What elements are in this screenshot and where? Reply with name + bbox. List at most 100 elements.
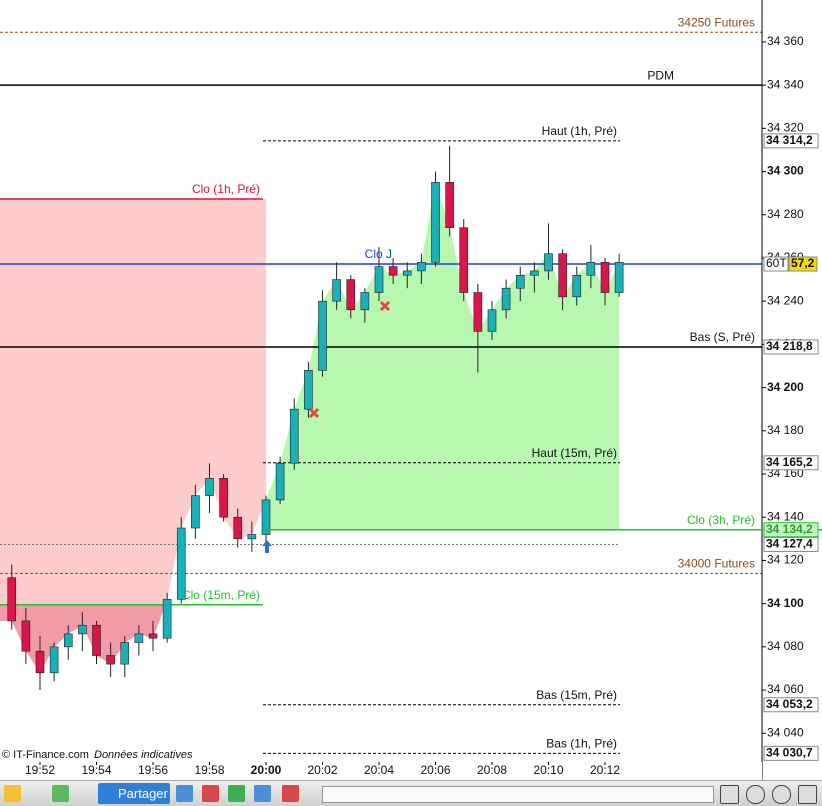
candle-body bbox=[558, 253, 567, 298]
y-tick-label: 34 140 bbox=[767, 509, 804, 523]
tag-prefix: 60T bbox=[766, 256, 787, 270]
x-tick-label: 20:06 bbox=[420, 763, 450, 777]
x-tick-label: 20:02 bbox=[307, 763, 337, 777]
level-label: Bas (1h, Pré) bbox=[546, 737, 617, 751]
footer-background bbox=[0, 747, 196, 762]
signal-sell bbox=[379, 300, 391, 312]
level-label: 34250 Futures bbox=[678, 15, 755, 29]
candle-body bbox=[106, 655, 115, 665]
y-tick-label: 34 120 bbox=[767, 553, 804, 567]
zoom-fit[interactable] bbox=[720, 785, 739, 804]
x-tick-label: 20:00 bbox=[251, 763, 282, 777]
window-tool[interactable] bbox=[254, 785, 271, 802]
x-tick-label: 20:10 bbox=[533, 763, 563, 777]
scrollbar[interactable] bbox=[322, 786, 714, 803]
area-above-close bbox=[0, 198, 266, 673]
signals bbox=[262, 300, 391, 553]
export-tool[interactable] bbox=[282, 785, 299, 802]
signal-sell bbox=[308, 407, 320, 419]
x-tick-label: 19:52 bbox=[25, 763, 55, 777]
x-tick-label: 20:12 bbox=[590, 763, 620, 777]
y-tick-label: 34 080 bbox=[767, 639, 804, 653]
print-tool[interactable] bbox=[202, 785, 219, 802]
candle-body bbox=[120, 642, 130, 665]
share-button[interactable]: Partager bbox=[98, 783, 170, 804]
y-tick-label: 34 280 bbox=[767, 207, 804, 221]
y-tick-label: 34 360 bbox=[767, 34, 804, 48]
candle-body bbox=[388, 266, 398, 276]
comment-tool[interactable] bbox=[176, 785, 193, 802]
tag-box bbox=[763, 455, 819, 471]
x-tick-label: 20:04 bbox=[364, 763, 394, 777]
tag-label: 34 165,2 bbox=[766, 455, 813, 469]
x-tick-label: 20:08 bbox=[477, 763, 507, 777]
candle-body bbox=[459, 227, 469, 293]
candle-body bbox=[473, 292, 483, 332]
tag-box bbox=[763, 522, 819, 538]
candle-body bbox=[318, 300, 327, 371]
candle-body bbox=[219, 478, 228, 518]
level-label: Clo J bbox=[365, 247, 392, 261]
candle-body bbox=[63, 633, 73, 648]
candle-body bbox=[304, 370, 313, 410]
y-tick-label: 34 320 bbox=[767, 121, 804, 135]
candle-body bbox=[346, 279, 356, 311]
tag-box bbox=[788, 256, 818, 272]
y-tick-label: 34 240 bbox=[767, 293, 804, 307]
compare-tool[interactable] bbox=[228, 785, 245, 802]
candle-body bbox=[247, 534, 257, 540]
candle-body bbox=[544, 253, 553, 272]
candle-body bbox=[261, 499, 271, 535]
indicator-tool[interactable] bbox=[52, 785, 69, 802]
level-label: 34000 Futures bbox=[678, 557, 755, 571]
tag-box bbox=[763, 697, 819, 713]
chart: 34250 Futures PDM Haut (1h, Pré) Clo (1h, P… bbox=[0, 0, 822, 780]
candle-body bbox=[614, 261, 624, 293]
draw-tool[interactable] bbox=[4, 785, 21, 802]
candle-body bbox=[148, 633, 158, 639]
candle-body bbox=[78, 624, 87, 635]
tag-label: 34 134,2 bbox=[766, 522, 813, 536]
candle-body bbox=[515, 274, 525, 289]
tag-box bbox=[763, 339, 819, 355]
candle-body bbox=[445, 182, 454, 229]
level-label: PDM bbox=[647, 68, 674, 82]
area-below-close bbox=[0, 604, 262, 673]
tag-label: 34 218,8 bbox=[766, 339, 813, 353]
footer-note: Données indicatives bbox=[94, 749, 193, 761]
level-label: Bas (15m, Pré) bbox=[536, 688, 617, 702]
tag-prefix-box bbox=[763, 256, 789, 272]
candle-body bbox=[21, 620, 31, 652]
level-label: Clo (15m, Pré) bbox=[182, 588, 260, 602]
tag-label: 57,2 bbox=[791, 256, 815, 270]
tag-box bbox=[763, 536, 819, 552]
candle-body bbox=[530, 270, 539, 276]
zoom-out[interactable] bbox=[746, 785, 765, 804]
candle-body bbox=[162, 599, 172, 639]
x-tick-label: 19:54 bbox=[81, 763, 111, 777]
candle-body bbox=[600, 261, 610, 293]
footer-source: © IT-Finance.com bbox=[2, 749, 89, 761]
y-tick-label: 34 060 bbox=[767, 682, 804, 696]
zoom-in[interactable] bbox=[772, 785, 791, 804]
tag-label: 34 030,7 bbox=[766, 746, 813, 760]
candle-body bbox=[35, 650, 45, 674]
candle-body bbox=[431, 182, 440, 263]
x-axis-background bbox=[0, 762, 762, 780]
area-session bbox=[266, 182, 620, 530]
tag-box bbox=[763, 745, 819, 761]
candle-body bbox=[487, 309, 497, 332]
y-tick-label: 34 200 bbox=[767, 380, 804, 394]
y-tick-label: 34 100 bbox=[767, 596, 804, 610]
candle-body bbox=[205, 478, 214, 496]
candle-body bbox=[176, 527, 186, 600]
candle-body bbox=[586, 261, 596, 276]
level-label: Haut (15m, Pré) bbox=[532, 446, 617, 460]
zoom-reset[interactable] bbox=[798, 785, 817, 804]
level-label: Bas (S, Pré) bbox=[690, 330, 755, 344]
candle-body bbox=[332, 279, 341, 302]
signal-buy bbox=[262, 540, 272, 553]
candle-body bbox=[402, 270, 412, 276]
candle-body bbox=[49, 646, 59, 674]
